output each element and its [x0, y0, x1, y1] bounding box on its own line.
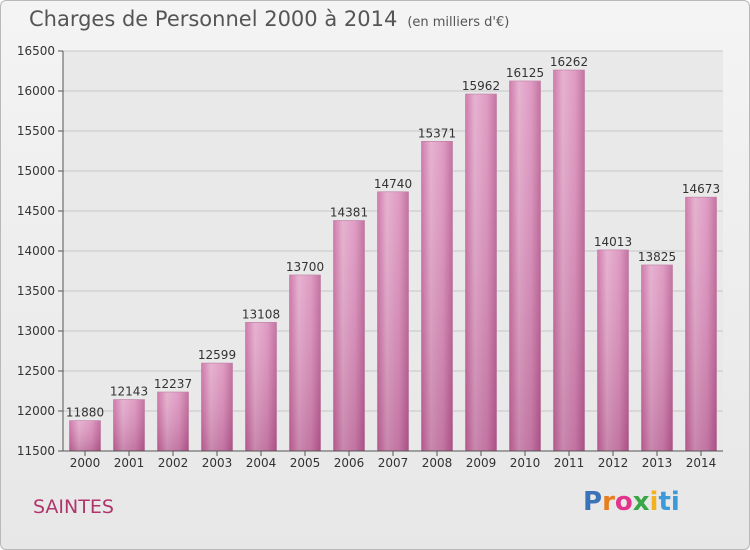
bar-value-label: 13700 [286, 260, 324, 274]
x-tick-label: 2007 [378, 456, 409, 470]
bar-value-label: 14013 [594, 235, 632, 249]
bar-shade [685, 197, 717, 451]
bar-shade [157, 392, 189, 451]
proxiti-logo: Proxiti [583, 487, 680, 517]
chart-title-text: Charges de Personnel 2000 à 2014 [29, 7, 398, 31]
x-tick-label: 2001 [114, 456, 145, 470]
x-tick-label: 2005 [290, 456, 321, 470]
bar-shade [333, 220, 365, 451]
bar-shade [597, 249, 629, 451]
x-axis: 2000 2001 2002 2003 2004 2005 2006 2007 2008 2009… [63, 450, 723, 470]
bar-value-label: 14740 [374, 177, 412, 191]
x-tick-label: 2003 [202, 456, 233, 470]
bar-value-label: 16125 [506, 66, 544, 80]
y-tick-label: 12000 [17, 404, 55, 418]
y-tick-label: 11500 [17, 444, 55, 458]
x-tick-label: 2014 [686, 456, 717, 470]
x-tick-label: 2011 [554, 456, 585, 470]
y-tick-label: 13000 [17, 324, 55, 338]
x-tick-label: 2002 [158, 456, 189, 470]
bar-shade [421, 141, 453, 451]
y-tick-label: 15500 [17, 124, 55, 138]
y-tick-label: 14000 [17, 244, 55, 258]
y-tick-label: 12500 [17, 364, 55, 378]
bar-value-label: 16262 [550, 55, 588, 69]
bar-shade [553, 70, 585, 451]
bar-shade [377, 191, 409, 452]
x-tick-label: 2006 [334, 456, 365, 470]
x-tick-label: 2009 [466, 456, 497, 470]
bar-value-label: 13108 [242, 307, 280, 321]
bar-shade [641, 265, 673, 451]
y-tick-label: 15000 [17, 164, 55, 178]
bar-shade [465, 94, 497, 451]
y-axis: 11500 12000 12500 13000 13500 14000 14500 15000… [17, 44, 64, 458]
city-label: SAINTES [33, 496, 114, 518]
chart-subtitle: (en milliers d'€) [407, 15, 510, 30]
bar-value-label: 12237 [154, 377, 192, 391]
bar-shade [245, 322, 277, 451]
x-tick-label: 2004 [246, 456, 277, 470]
x-tick-label: 2012 [598, 456, 629, 470]
bar-shade [201, 363, 233, 451]
chart-title: Charges de Personnel 2000 à 2014 (en mill… [29, 7, 509, 31]
bar-value-label: 12599 [198, 348, 236, 362]
x-tick-label: 2013 [642, 456, 673, 470]
bar-value-label: 15371 [418, 126, 456, 140]
bar-value-label: 12143 [110, 385, 148, 399]
bar-value-label: 15962 [462, 79, 500, 93]
y-tick-label: 16000 [17, 84, 55, 98]
bar-value-label: 14673 [682, 182, 720, 196]
bar-value-label: 14381 [330, 206, 368, 220]
bar-value-label: 11880 [66, 406, 104, 420]
bar-shade [113, 399, 145, 451]
bar-shade [69, 420, 101, 451]
bar-shade [509, 81, 541, 451]
y-tick-label: 14500 [17, 204, 55, 218]
x-tick-label: 2008 [422, 456, 453, 470]
x-tick-label: 2000 [70, 456, 101, 470]
bars: 11880 12143 12237 12599 13108 13700 14381 14740… [66, 55, 720, 452]
bar-shade [289, 275, 321, 451]
y-tick-label: 13500 [17, 284, 55, 298]
bar-value-label: 13825 [638, 250, 676, 264]
y-tick-label: 16500 [17, 44, 55, 58]
x-tick-label: 2010 [510, 456, 541, 470]
